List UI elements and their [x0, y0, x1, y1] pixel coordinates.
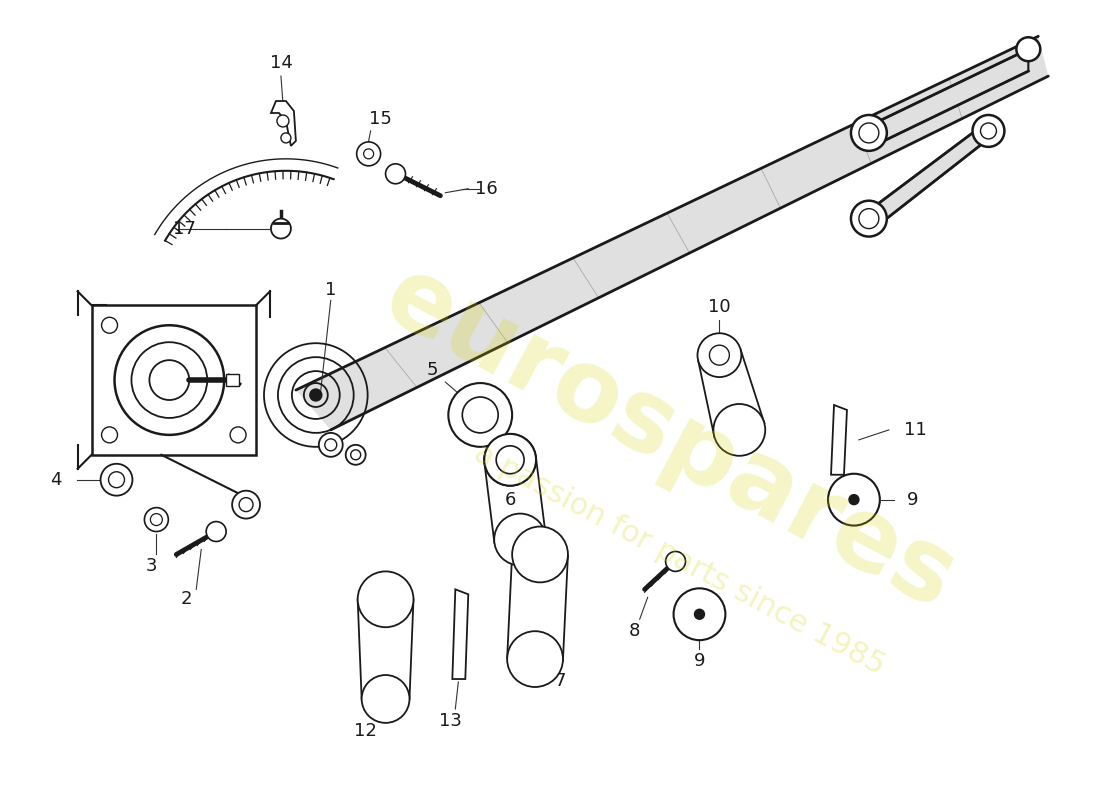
Text: 13: 13 [439, 712, 462, 730]
Circle shape [230, 427, 246, 443]
Text: 6: 6 [505, 490, 516, 509]
Circle shape [232, 490, 260, 518]
Circle shape [507, 631, 563, 687]
Circle shape [100, 464, 132, 496]
Circle shape [496, 446, 524, 474]
FancyBboxPatch shape [91, 306, 256, 455]
Text: 16: 16 [475, 180, 498, 198]
Text: eurospares: eurospares [367, 249, 971, 631]
Circle shape [206, 522, 227, 542]
Circle shape [151, 514, 163, 526]
Circle shape [972, 115, 1004, 147]
Text: 10: 10 [708, 298, 730, 316]
Circle shape [494, 514, 546, 566]
Circle shape [114, 326, 224, 435]
Circle shape [484, 434, 536, 486]
Text: 11: 11 [904, 421, 926, 439]
Text: 2: 2 [180, 590, 192, 608]
Circle shape [351, 450, 361, 460]
Circle shape [386, 164, 406, 184]
Circle shape [319, 433, 343, 457]
Text: 5: 5 [427, 361, 438, 379]
Circle shape [356, 142, 381, 166]
Circle shape [132, 342, 207, 418]
Circle shape [109, 472, 124, 488]
Circle shape [150, 360, 189, 400]
Text: 1: 1 [326, 282, 337, 299]
Circle shape [859, 209, 879, 229]
Text: 14: 14 [270, 54, 293, 72]
Circle shape [101, 318, 118, 334]
Polygon shape [830, 405, 847, 474]
Text: 7: 7 [554, 672, 565, 690]
Circle shape [358, 571, 414, 627]
Circle shape [513, 526, 568, 582]
Text: 15: 15 [370, 110, 392, 128]
Circle shape [462, 397, 498, 433]
Polygon shape [452, 590, 469, 679]
Text: a passion for parts since 1985: a passion for parts since 1985 [470, 438, 890, 681]
Circle shape [714, 404, 766, 456]
Polygon shape [358, 599, 414, 699]
Circle shape [101, 427, 118, 443]
Circle shape [144, 508, 168, 531]
Text: 8: 8 [629, 622, 640, 640]
Circle shape [271, 218, 290, 238]
Circle shape [673, 588, 725, 640]
Text: 12: 12 [354, 722, 377, 740]
Circle shape [980, 123, 997, 139]
Circle shape [449, 383, 513, 447]
Circle shape [310, 389, 322, 401]
Text: 9: 9 [906, 490, 918, 509]
Text: 17: 17 [174, 219, 196, 238]
Circle shape [697, 334, 741, 377]
Circle shape [324, 439, 337, 451]
Circle shape [1016, 38, 1041, 61]
Polygon shape [507, 553, 568, 661]
Text: 9: 9 [694, 652, 705, 670]
Circle shape [362, 675, 409, 723]
Circle shape [484, 434, 536, 486]
Polygon shape [869, 121, 989, 229]
Circle shape [666, 551, 685, 571]
Polygon shape [296, 36, 1048, 430]
Polygon shape [869, 50, 1028, 141]
Circle shape [851, 201, 887, 237]
Circle shape [280, 133, 290, 143]
Text: 3: 3 [145, 558, 157, 575]
Circle shape [828, 474, 880, 526]
Polygon shape [271, 101, 296, 146]
Circle shape [277, 115, 289, 127]
Polygon shape [698, 350, 764, 437]
Circle shape [851, 115, 887, 151]
Text: 4: 4 [51, 470, 62, 489]
Polygon shape [227, 374, 239, 386]
Polygon shape [484, 457, 546, 542]
Circle shape [710, 345, 729, 365]
Circle shape [849, 494, 859, 505]
Circle shape [239, 498, 253, 512]
Circle shape [694, 610, 704, 619]
Circle shape [859, 123, 879, 143]
Circle shape [345, 445, 365, 465]
Circle shape [364, 149, 374, 159]
